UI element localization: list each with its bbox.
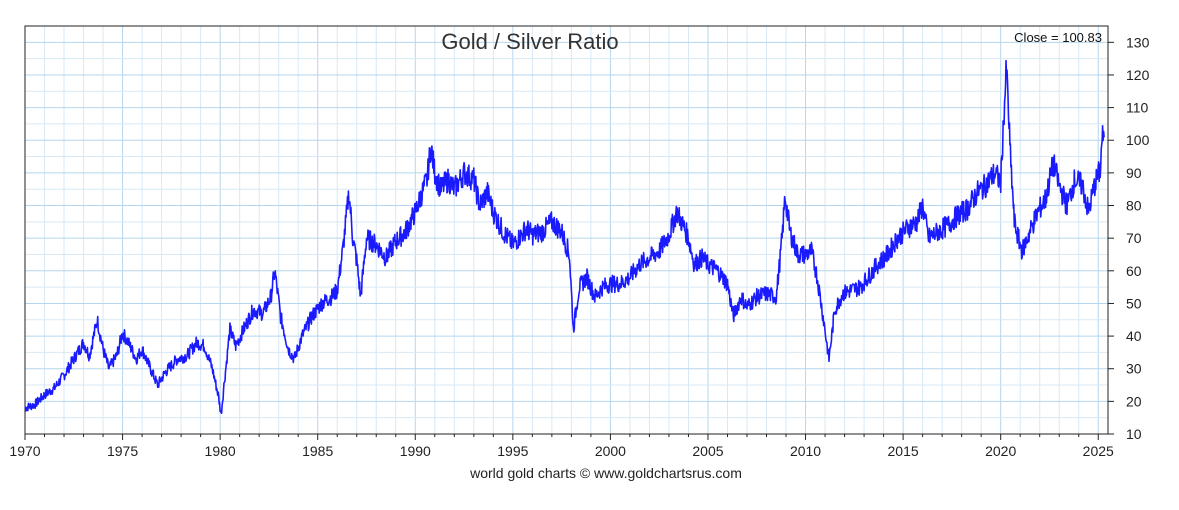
axis-ticks (24, 41, 1114, 440)
y-axis-tick-labels: 10 20 30 40 50 60 70 80 90 100 110 120 130 (1126, 34, 1150, 442)
y-tick-label: 130 (1126, 34, 1150, 50)
y-tick-label: 30 (1126, 361, 1142, 377)
x-tick-label: 1975 (107, 443, 138, 459)
x-tick-label: 2010 (790, 443, 821, 459)
y-tick-label: 100 (1126, 132, 1150, 148)
y-tick-label: 70 (1126, 230, 1142, 246)
chart-title: Gold / Silver Ratio (441, 29, 618, 54)
gridlines (24, 25, 1108, 435)
plot-frame (24, 25, 1109, 435)
y-tick-label: 120 (1126, 67, 1150, 83)
y-tick-label: 110 (1126, 100, 1149, 116)
x-tick-label: 1990 (400, 443, 431, 459)
footer-credit: world gold charts © www.goldchartsrus.co… (469, 465, 742, 481)
x-axis-tick-labels: 1970 1975 1980 1985 1990 1995 2000 2005 2010 2015… (9, 443, 1114, 459)
y-tick-label: 80 (1126, 198, 1142, 214)
y-tick-label: 20 (1126, 393, 1142, 409)
x-tick-label: 1985 (302, 443, 333, 459)
x-tick-label: 1970 (9, 443, 40, 459)
x-tick-label: 1980 (205, 443, 236, 459)
series-line (24, 59, 1105, 414)
y-tick-label: 50 (1126, 295, 1142, 311)
y-tick-label: 10 (1126, 426, 1142, 442)
x-tick-label: 2005 (692, 443, 723, 459)
x-tick-label: 2000 (595, 443, 626, 459)
x-tick-label: 2020 (985, 443, 1016, 459)
y-tick-label: 90 (1126, 165, 1142, 181)
y-tick-label: 60 (1126, 263, 1142, 279)
y-tick-label: 40 (1126, 328, 1142, 344)
close-label: Close = 100.83 (1014, 30, 1102, 45)
x-tick-label: 1995 (497, 443, 528, 459)
x-tick-label: 2025 (1083, 443, 1114, 459)
x-tick-label: 2015 (888, 443, 919, 459)
